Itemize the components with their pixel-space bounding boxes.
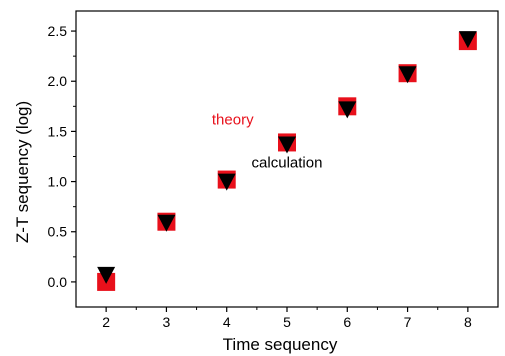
- data-marks: [97, 31, 477, 291]
- x-tick-label: 2: [102, 314, 110, 330]
- x-axis: 2 3 4 5 6 7 8: [102, 307, 472, 330]
- x-tick-label: 4: [223, 314, 231, 330]
- x-tick-label: 8: [464, 314, 472, 330]
- calculation-point: [217, 173, 236, 191]
- calculation-point: [157, 214, 176, 232]
- calculation-point: [97, 266, 116, 284]
- x-axis-title: Time sequency: [223, 335, 338, 354]
- theory-annotation: theory: [212, 111, 254, 128]
- annotations: theory calculation: [212, 111, 323, 171]
- x-tick-label: 5: [283, 314, 291, 330]
- y-axis: 0.0 0.5 1.0 1.5 2.0 2.5: [48, 23, 76, 290]
- calculation-point: [338, 101, 357, 119]
- y-tick-label: 1.5: [48, 123, 68, 139]
- y-axis-title: Z-T sequency (log): [13, 101, 32, 243]
- calculation-point: [278, 136, 296, 154]
- calculation-annotation: calculation: [252, 155, 323, 172]
- x-tick-label: 6: [343, 314, 351, 330]
- y-tick-label: 2.5: [48, 23, 68, 39]
- y-tick-label: 0.5: [48, 224, 68, 240]
- y-tick-label: 0.0: [48, 274, 68, 290]
- y-tick-label: 1.0: [48, 174, 68, 190]
- y-tick-label: 2.0: [48, 73, 68, 89]
- x-tick-label: 3: [163, 314, 171, 330]
- calculation-point: [398, 66, 417, 84]
- calculation-point: [458, 31, 477, 49]
- x-tick-label: 7: [404, 314, 412, 330]
